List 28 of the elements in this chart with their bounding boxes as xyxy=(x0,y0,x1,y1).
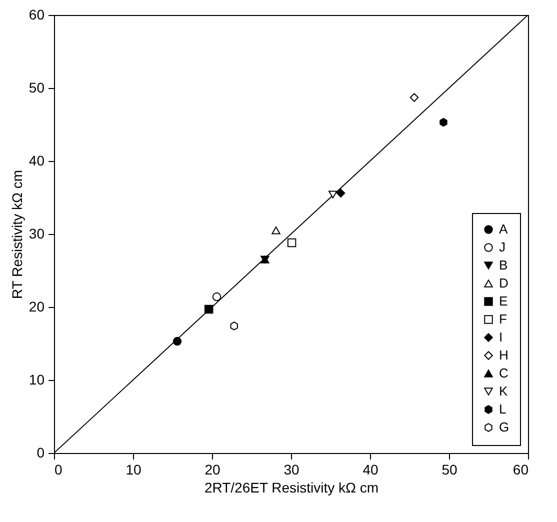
legend-label: J xyxy=(499,240,506,254)
x-tick-label: 0 xyxy=(54,462,62,478)
legend-label: G xyxy=(499,420,510,434)
legend-label: B xyxy=(499,258,508,272)
y-tick-label: 20 xyxy=(28,298,45,314)
x-tick-label: 60 xyxy=(512,462,529,478)
y-axis-title: RT Resistivity kΩ cm xyxy=(8,170,25,299)
legend-label: F xyxy=(499,312,507,326)
x-tick-label: 20 xyxy=(204,462,220,478)
legend-label: I xyxy=(499,330,503,344)
legend-label: H xyxy=(499,348,508,362)
y-tick-label: 0 xyxy=(36,444,45,460)
legend-label: C xyxy=(499,366,508,380)
legend-label: D xyxy=(499,276,508,290)
legend-label: E xyxy=(499,294,508,308)
x-tick-label: 50 xyxy=(442,462,458,478)
y-tick-label: 10 xyxy=(28,372,45,388)
y-tick-label: 30 xyxy=(28,226,45,242)
x-tick-label: 10 xyxy=(126,462,142,478)
legend-label: K xyxy=(499,384,508,398)
x-tick-label: 30 xyxy=(284,462,300,478)
x-axis-title: 2RT/26ET Resistivity kΩ cm xyxy=(204,480,379,496)
legend-label: A xyxy=(499,222,508,236)
legend-label: L xyxy=(499,402,506,416)
x-tick-label: 40 xyxy=(362,462,378,478)
y-tick-label: 60 xyxy=(28,6,45,22)
y-tick-label: 40 xyxy=(28,152,45,168)
y-tick-label: 50 xyxy=(28,80,45,96)
